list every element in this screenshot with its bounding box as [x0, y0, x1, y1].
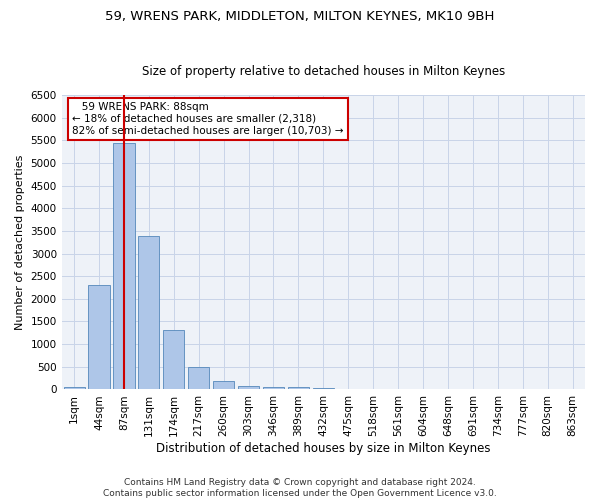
Y-axis label: Number of detached properties: Number of detached properties: [15, 154, 25, 330]
Bar: [263, 387, 284, 390]
Bar: [113, 142, 134, 390]
Bar: [213, 380, 234, 390]
Bar: [163, 330, 184, 390]
Bar: [188, 368, 209, 390]
Bar: [313, 388, 334, 390]
Bar: [64, 387, 85, 390]
Bar: [338, 389, 359, 390]
Title: Size of property relative to detached houses in Milton Keynes: Size of property relative to detached ho…: [142, 66, 505, 78]
Bar: [88, 285, 110, 390]
Bar: [238, 386, 259, 390]
Text: Contains HM Land Registry data © Crown copyright and database right 2024.
Contai: Contains HM Land Registry data © Crown c…: [103, 478, 497, 498]
Text: 59, WRENS PARK, MIDDLETON, MILTON KEYNES, MK10 9BH: 59, WRENS PARK, MIDDLETON, MILTON KEYNES…: [106, 10, 494, 23]
X-axis label: Distribution of detached houses by size in Milton Keynes: Distribution of detached houses by size …: [156, 442, 491, 455]
Text: 59 WRENS PARK: 88sqm
← 18% of detached houses are smaller (2,318)
82% of semi-de: 59 WRENS PARK: 88sqm ← 18% of detached h…: [72, 102, 344, 136]
Bar: [138, 236, 160, 390]
Bar: [288, 387, 309, 390]
